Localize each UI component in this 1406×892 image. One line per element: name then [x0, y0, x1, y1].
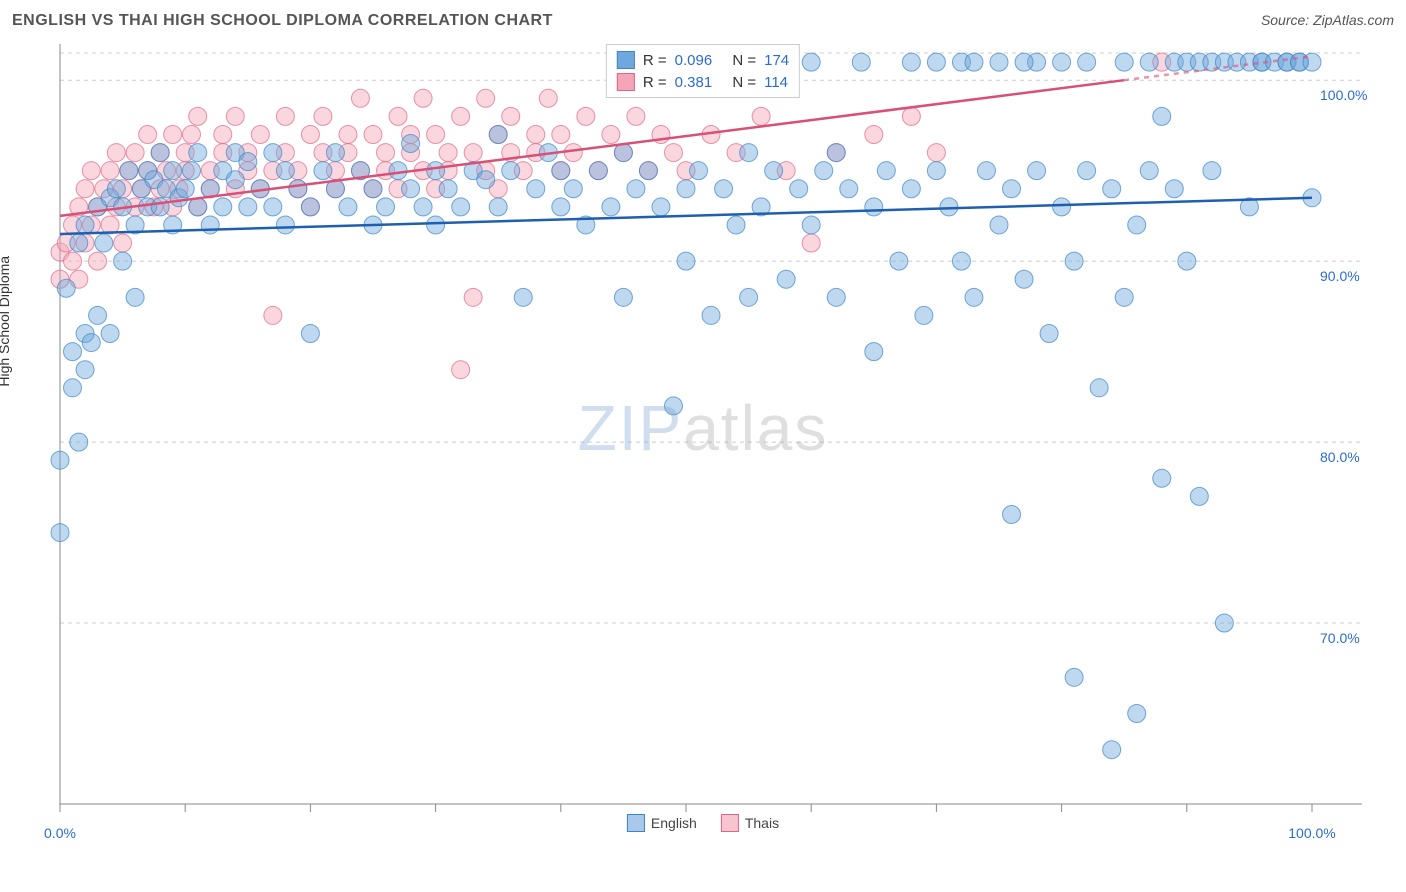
legend-bottom: English Thais	[627, 814, 779, 832]
svg-text:70.0%: 70.0%	[1320, 630, 1360, 646]
n-label: N =	[732, 52, 756, 69]
scatter-chart: 70.0% 80.0% 90.0% 100.0% 0.0% 100.0%	[12, 34, 1394, 854]
legend-label-thais: Thais	[745, 815, 779, 831]
stats-legend-box: R = 0.096 N = 174 R = 0.381 N = 114	[606, 44, 800, 98]
r-label: R =	[643, 74, 667, 91]
n-value-english: 174	[764, 52, 789, 69]
y-axis-label: High School Diploma	[0, 256, 12, 387]
stats-row-english: R = 0.096 N = 174	[617, 49, 789, 71]
n-label: N =	[732, 74, 756, 91]
legend-swatch-english	[627, 814, 645, 832]
r-value-thais: 0.381	[675, 74, 713, 91]
chart-container: High School Diploma 70.0%80.0%90.0%100.0…	[12, 34, 1394, 854]
legend-item-english: English	[627, 814, 697, 832]
legend-item-thais: Thais	[721, 814, 779, 832]
chart-title: ENGLISH VS THAI HIGH SCHOOL DIPLOMA CORR…	[12, 12, 553, 30]
svg-text:100.0%: 100.0%	[1320, 87, 1367, 103]
r-label: R =	[643, 52, 667, 69]
source-attribution: Source: ZipAtlas.com	[1261, 12, 1394, 28]
swatch-thais	[617, 73, 635, 91]
svg-text:90.0%: 90.0%	[1320, 268, 1360, 284]
legend-label-english: English	[651, 815, 697, 831]
r-value-english: 0.096	[675, 52, 713, 69]
stats-row-thais: R = 0.381 N = 114	[617, 71, 789, 93]
swatch-english	[617, 51, 635, 69]
legend-swatch-thais	[721, 814, 739, 832]
svg-text:100.0%: 100.0%	[1288, 825, 1335, 841]
n-value-thais: 114	[764, 74, 788, 91]
svg-text:0.0%: 0.0%	[44, 825, 76, 841]
svg-text:80.0%: 80.0%	[1320, 449, 1360, 465]
